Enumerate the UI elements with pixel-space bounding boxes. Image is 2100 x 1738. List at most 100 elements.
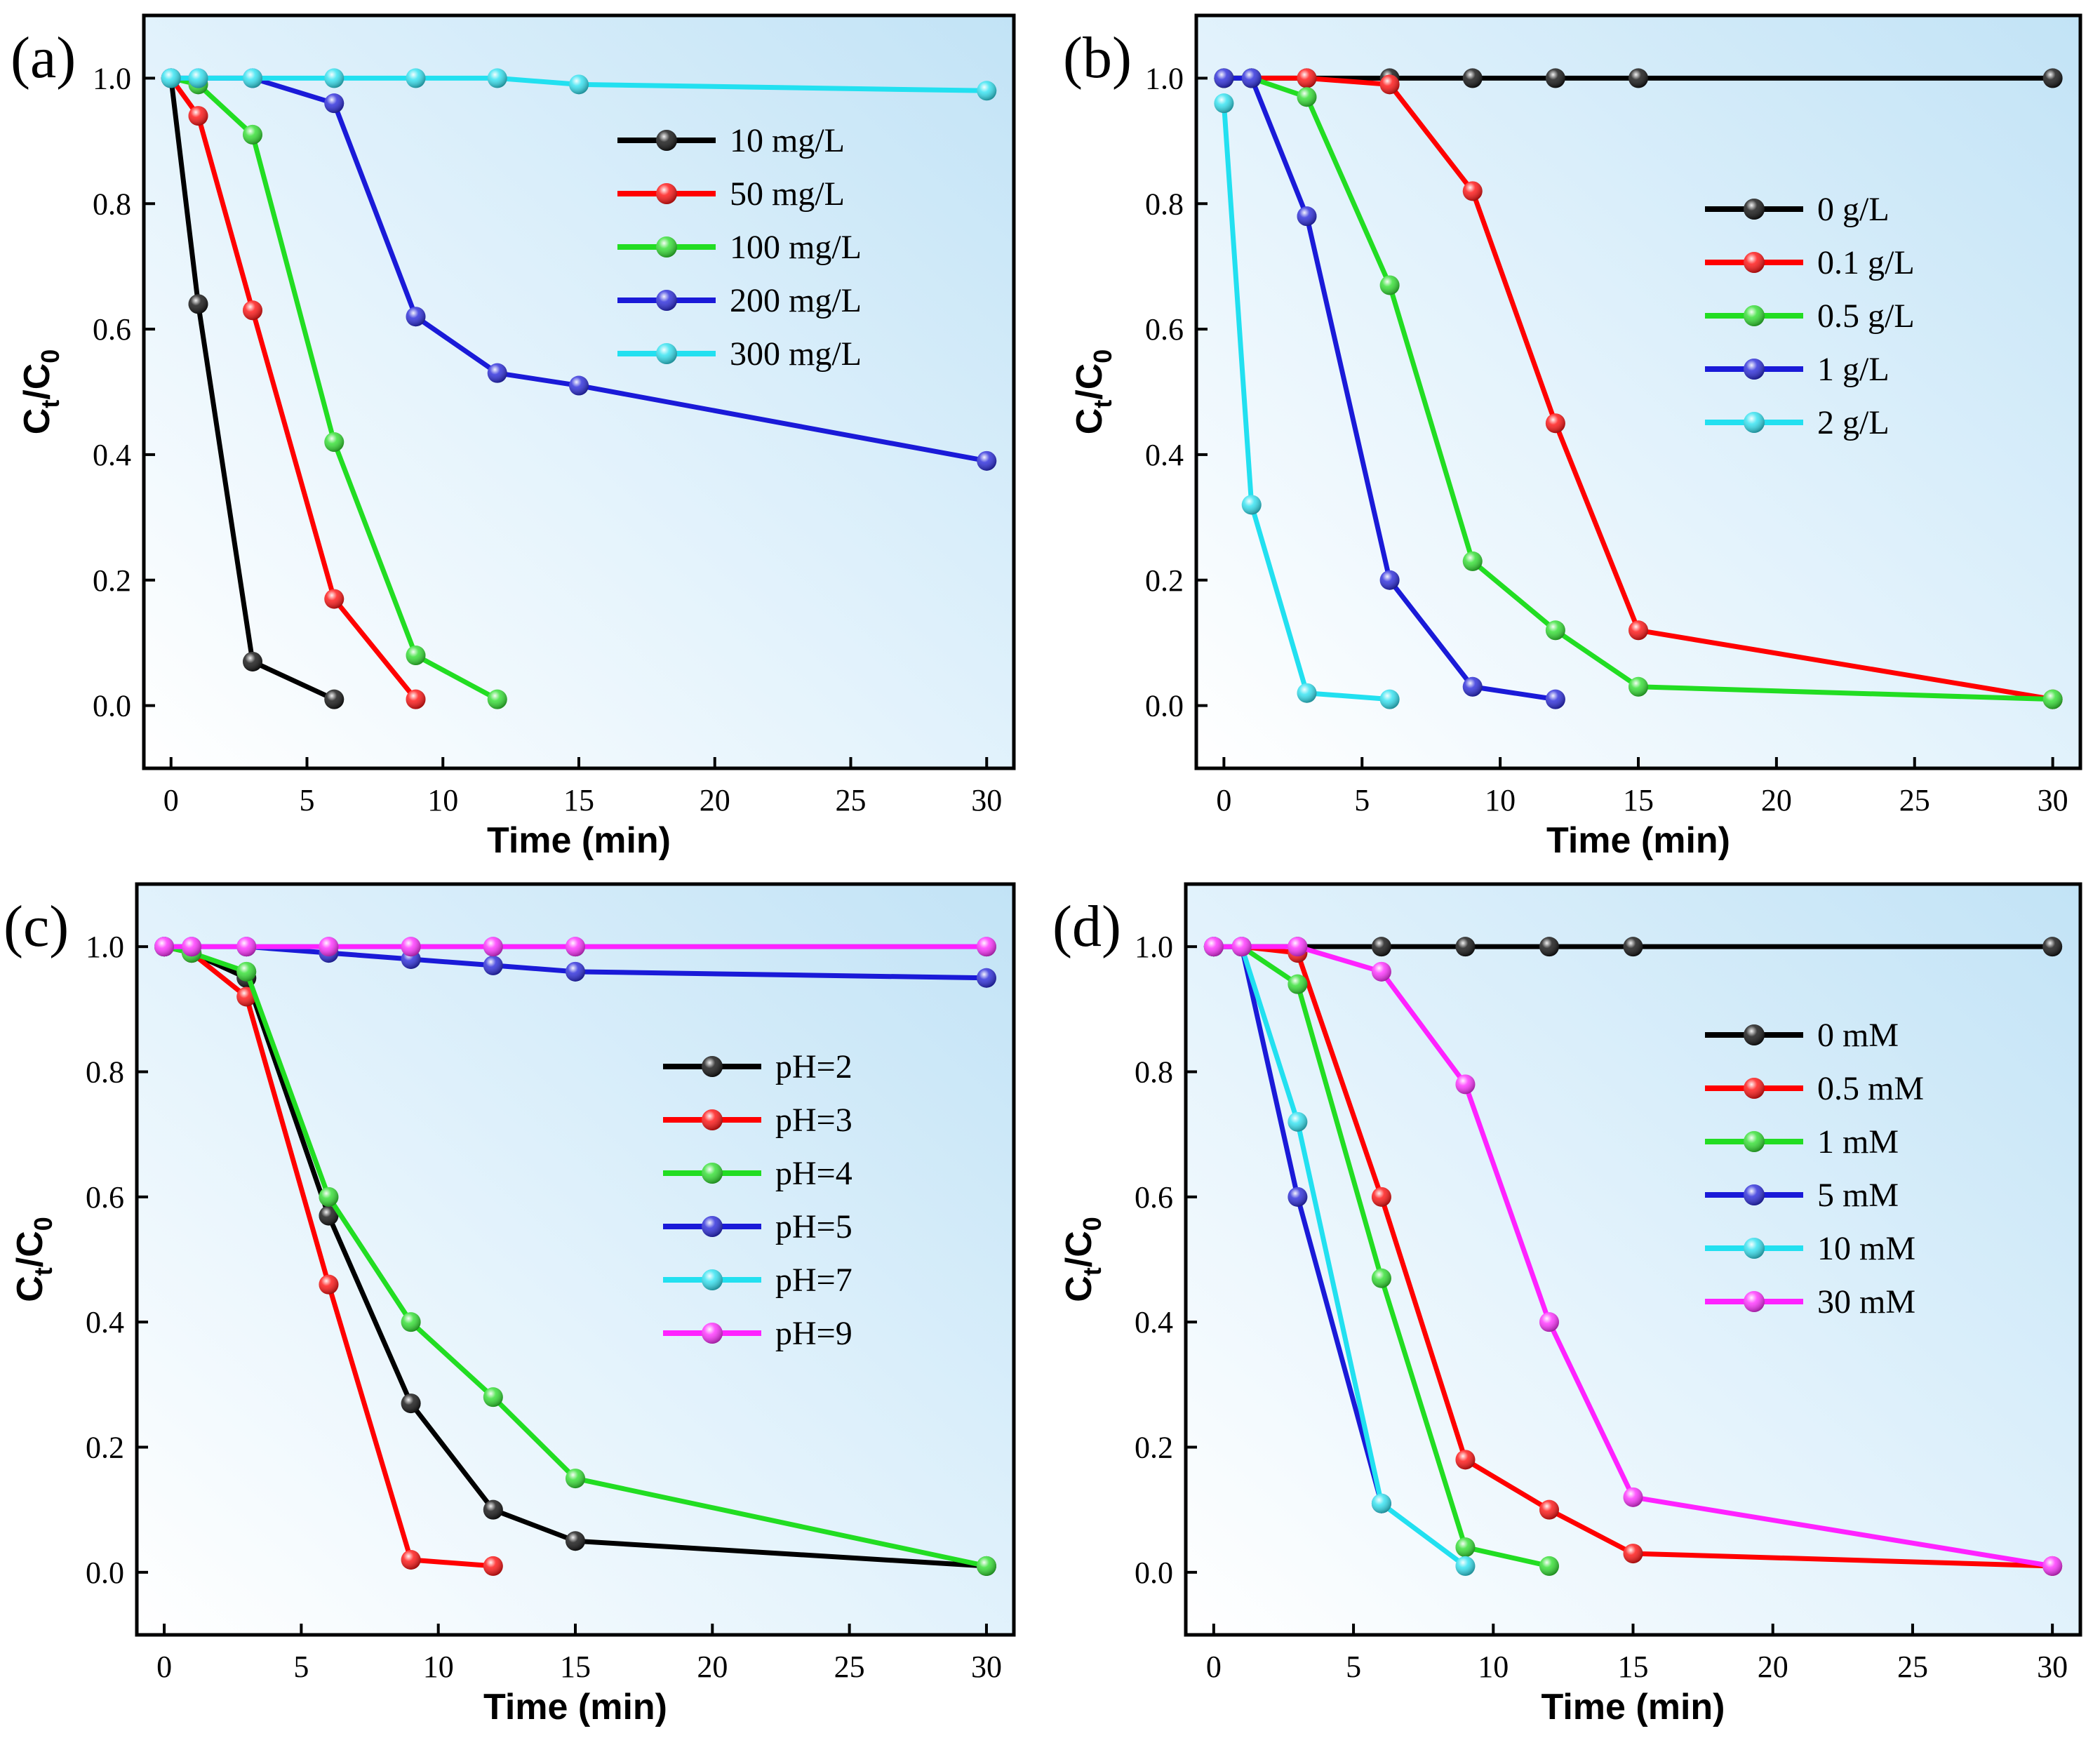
- legend-label: 2 g/L: [1817, 404, 1890, 441]
- data-point-shade: [1241, 68, 1262, 88]
- x-tick-label: 20: [697, 1650, 728, 1684]
- legend-label: pH=9: [775, 1315, 852, 1352]
- data-point-shade: [976, 937, 996, 957]
- panel-a: 0 5 10 15 20 25 30 0.0 0.2 0.4 0.6 0.8 1.0 Time (min)…: [11, 13, 1016, 861]
- y-tick-label: 0.8: [86, 1055, 124, 1090]
- series-line: [168, 77, 335, 702]
- data-point-shade: [1371, 937, 1391, 957]
- data-point-shade: [483, 937, 503, 957]
- data-point-shade: [319, 937, 339, 957]
- x-axis-title: Time (min): [1546, 820, 1730, 861]
- y-tick-label: 0.0: [1135, 1556, 1173, 1590]
- y-tick-label: 1.0: [1145, 61, 1184, 95]
- data-point-shade: [1379, 275, 1400, 295]
- data-point-shade: [1297, 87, 1317, 107]
- y-axis-title: Ct/C0: [1059, 1217, 1106, 1302]
- data-point-shade: [2042, 1556, 2063, 1576]
- x-tick-label: 15: [1618, 1650, 1649, 1684]
- y-tick-label: 0.2: [1135, 1431, 1173, 1465]
- legend-label: 1 g/L: [1817, 351, 1890, 388]
- data-point-shade: [319, 1186, 339, 1207]
- data-point-shade: [1297, 683, 1317, 703]
- legend-marker-shade: [656, 130, 677, 151]
- legend-label: 10 mM: [1817, 1230, 1915, 1267]
- legend-marker-shade: [656, 290, 677, 311]
- legend-marker-shade: [1744, 199, 1765, 220]
- data-point-shade: [1455, 1074, 1476, 1095]
- data-point-shade: [566, 1531, 585, 1551]
- data-point-shade: [1462, 181, 1483, 201]
- legend-marker-shade: [702, 1056, 723, 1077]
- y-tick-label: 0.6: [86, 1180, 124, 1215]
- data-point-shade: [319, 1205, 339, 1226]
- data-point-shade: [182, 937, 202, 957]
- data-point-shade: [401, 1312, 421, 1332]
- x-tick-label: 20: [1761, 783, 1792, 817]
- data-point-shade: [1623, 1544, 1643, 1564]
- data-point-shade: [1462, 68, 1483, 88]
- data-point-shade: [1297, 68, 1317, 88]
- data-point-shade: [1379, 74, 1400, 95]
- data-point-shade: [324, 432, 345, 453]
- series-line: [1221, 102, 1390, 702]
- y-axis-title: Ct/C0: [17, 349, 65, 435]
- x-tick-label: 5: [293, 1650, 309, 1684]
- data-point-shade: [406, 689, 426, 709]
- legend-marker-shade: [702, 1216, 723, 1237]
- legend-marker-shade: [702, 1163, 723, 1184]
- data-point-shade: [1371, 961, 1391, 982]
- data-point-shade: [483, 1499, 503, 1520]
- data-point-shade: [566, 937, 585, 957]
- panel-label: (a): [11, 25, 76, 91]
- data-point-shade: [324, 68, 345, 88]
- x-tick-label: 0: [163, 783, 179, 817]
- panel-label: (c): [4, 894, 69, 959]
- plot-background: [1186, 884, 2080, 1635]
- data-point-shade: [1462, 676, 1483, 697]
- plot-background: [1196, 15, 2080, 768]
- data-point-shade: [1288, 1111, 1308, 1132]
- legend-marker-shade: [656, 183, 677, 204]
- data-point-shade: [1539, 1499, 1559, 1520]
- x-axis-title: Time (min): [1541, 1687, 1725, 1727]
- y-tick-label: 1.0: [86, 930, 124, 964]
- data-point-shade: [188, 68, 208, 88]
- x-tick-label: 25: [1899, 783, 1930, 817]
- x-tick-label: 30: [971, 1650, 1002, 1684]
- data-point-shade: [2042, 937, 2063, 957]
- y-tick-label: 0.4: [93, 438, 131, 472]
- legend-label: 200 mg/L: [730, 282, 862, 319]
- x-tick-label: 15: [560, 1650, 591, 1684]
- data-point-shade: [1628, 676, 1648, 697]
- x-tick-label: 30: [971, 783, 1002, 817]
- x-tick-label: 5: [1346, 1650, 1361, 1684]
- legend-marker-shade: [1744, 252, 1765, 273]
- legend-marker-shade: [1744, 359, 1765, 380]
- legend-label: 0.1 g/L: [1817, 244, 1915, 281]
- legend-label: 1 mM: [1817, 1123, 1899, 1161]
- data-point-shade: [1288, 974, 1308, 994]
- legend-marker-shade: [1744, 1238, 1765, 1259]
- data-point-shade: [976, 1556, 996, 1576]
- data-point-shade: [401, 1393, 421, 1414]
- x-tick-label: 20: [1758, 1650, 1788, 1684]
- x-tick-label: 10: [1478, 1650, 1509, 1684]
- data-point-shade: [483, 1556, 503, 1576]
- data-point-shade: [1203, 937, 1224, 957]
- data-point-shade: [243, 68, 262, 88]
- data-point-shade: [1231, 937, 1252, 957]
- y-tick-label: 0.8: [93, 187, 131, 221]
- x-tick-label: 5: [1354, 783, 1370, 817]
- x-tick-label: 20: [700, 783, 730, 817]
- legend-label: 30 mM: [1817, 1283, 1915, 1321]
- plot-frame: [1184, 882, 2082, 1637]
- legend-label: pH=4: [775, 1155, 852, 1192]
- y-tick-label: 1.0: [1135, 930, 1173, 964]
- data-point-shade: [977, 450, 997, 471]
- data-point-shade: [977, 81, 997, 101]
- data-point-shade: [487, 68, 507, 88]
- x-tick-label: 30: [2038, 783, 2068, 817]
- data-point-shade: [483, 1387, 503, 1408]
- data-point-shade: [319, 1274, 339, 1295]
- y-tick-label: 0.4: [1135, 1305, 1173, 1339]
